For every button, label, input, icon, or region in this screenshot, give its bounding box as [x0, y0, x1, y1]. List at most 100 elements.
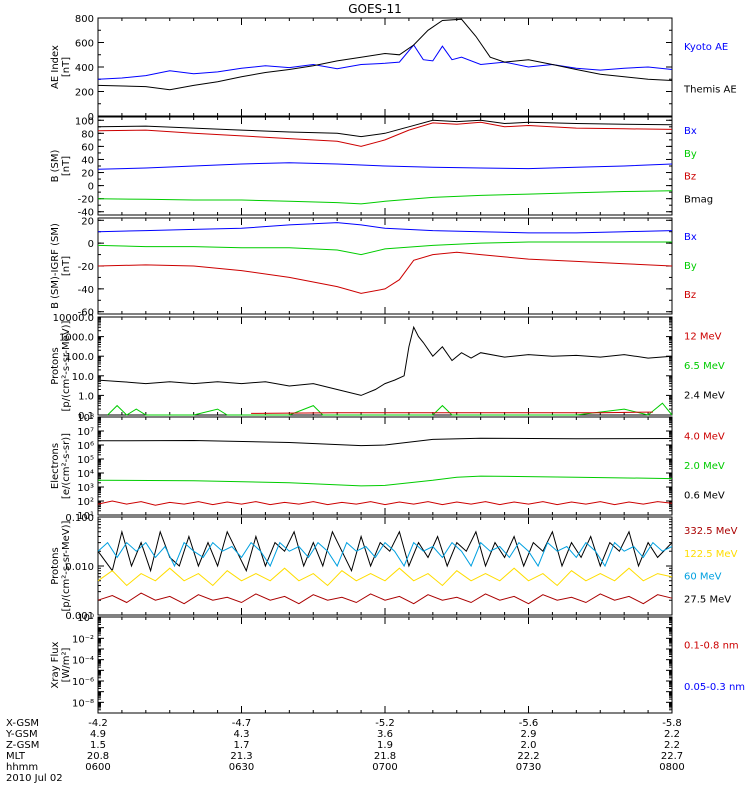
y-tick-label: -20: [78, 262, 94, 273]
y-tick-label: 0: [88, 239, 94, 250]
panel-frame: [97, 17, 673, 117]
y-axis-label: Electrons: [50, 443, 61, 489]
series-2-0-mev: [97, 475, 673, 487]
orbit-cell: 20.8: [87, 751, 109, 762]
y-tick-label: 10⁰: [77, 613, 94, 624]
orbit-row-label: 2010 Jul 02: [6, 773, 63, 784]
panel-0: 0 200 400 600 800 AE Index [nT] Kyoto AE Themis …: [50, 14, 737, 123]
orbit-cell: 4.9: [90, 729, 106, 740]
panel-5: 0.001 0.010 0.100 Protons [p/(cm²-s-sr-MeV)]…: [50, 513, 738, 622]
legend-entry: By: [684, 149, 697, 160]
y-tick-label: 100: [75, 116, 94, 127]
y-tick-label: 10.0: [72, 372, 94, 383]
y-tick-label: 200: [75, 88, 94, 99]
y-tick-label: 20: [81, 169, 94, 180]
orbit-row-label: Y-GSM: [5, 729, 38, 740]
y-tick-label: 80: [81, 129, 94, 140]
orbit-row-label: Z-GSM: [6, 740, 39, 751]
legend-entry: 2.4 MeV: [684, 391, 725, 402]
y-axis-label: B (SM): [50, 149, 61, 182]
y-tick-label: 0.1: [78, 411, 94, 422]
legend-entry: Themis AE: [683, 85, 737, 96]
legend-entry: 332.5 MeV: [684, 526, 738, 537]
y-axis-label: [W/m²]: [61, 647, 72, 682]
panel-frame: [97, 316, 673, 416]
y-tick-label: 0.100: [65, 513, 94, 524]
y-axis-label: [e/(cm²-s-sr)]: [61, 433, 72, 499]
y-tick-label: 1.0: [78, 391, 94, 402]
series-themis-ae: [97, 18, 673, 91]
y-tick-label: 10000.0: [53, 313, 94, 324]
panel-frame: [97, 616, 673, 714]
panel-1: -40 -20 0 20 40 60 80 100 B (SM) [nT] Bx By Bz Bmag: [50, 116, 713, 218]
legend-entry: 60 MeV: [684, 572, 722, 583]
y-tick-label: -20: [78, 195, 94, 206]
y-axis-label: [p/(cm²-s-sr-MeV)]: [61, 320, 72, 411]
legend-entry: 4.0 MeV: [684, 431, 725, 442]
orbit-cell: -5.6: [519, 718, 539, 729]
y-tick-label: 800: [75, 14, 94, 25]
y-tick-label: 10⁷: [77, 427, 94, 438]
y-tick-label: 0: [88, 112, 94, 123]
y-tick-label: 10⁵: [77, 455, 94, 466]
legend-entry: 12 MeV: [684, 331, 722, 342]
y-axis-label: Protons: [50, 347, 61, 384]
orbit-row-label: MLT: [6, 751, 26, 762]
y-axis-label: Protons: [50, 547, 61, 584]
y-axis-label: [p/(cm²-s-sr-MeV)]: [61, 520, 72, 611]
plot-title: GOES-11: [348, 2, 402, 16]
series-6-5-mev: [107, 402, 673, 416]
orbit-cell: 4.3: [234, 729, 250, 740]
orbit-cell: 1.7: [234, 740, 250, 751]
y-axis-label: B (SM)-IGRF (SM): [50, 223, 61, 309]
orbit-cell: 3.6: [377, 729, 393, 740]
y-tick-label: 400: [75, 63, 94, 74]
y-tick-label: 0.010: [65, 562, 94, 573]
series-kyoto-ae: [97, 44, 673, 80]
y-tick-label: 10⁻²: [72, 634, 94, 645]
series-by: [97, 241, 672, 256]
legend-entry: Bz: [684, 172, 696, 183]
y-tick-label: 10⁻⁶: [72, 677, 94, 688]
panel-4: 10¹ 10² 10³ 10⁴ 10⁵ 10⁶ 10⁷ 10⁸ Electrons [e/(cm²…: [50, 413, 725, 522]
y-axis-label: [nT]: [61, 57, 72, 77]
series-27-5-mev: [97, 529, 673, 573]
orbit-cell: -5.2: [375, 718, 395, 729]
orbit-cell: 0600: [85, 762, 110, 773]
series-332-5-mev: [97, 592, 673, 605]
orbit-cell: 0800: [659, 762, 684, 773]
legend-entry: 122.5 MeV: [684, 549, 738, 560]
y-axis-label: [nT]: [61, 156, 72, 176]
y-tick-label: 10⁴: [77, 469, 94, 480]
legend-entry: 2.0 MeV: [684, 461, 725, 472]
legend-entry: Bx: [684, 232, 697, 243]
orbit-cell: -4.7: [232, 718, 252, 729]
legend-entry: 0.1-0.8 nm: [684, 640, 739, 651]
y-tick-label: 10⁸: [77, 413, 94, 424]
y-tick-label: 10⁻⁴: [72, 656, 94, 667]
y-tick-label: 10¹: [77, 511, 94, 522]
series-2-4-mev: [97, 325, 673, 396]
orbit-cell: 0630: [229, 762, 254, 773]
y-axis-label: [nT]: [61, 256, 72, 276]
orbit-cell: 2.0: [521, 740, 537, 751]
orbit-cell: 22.2: [517, 751, 539, 762]
legend-entry: Bx: [684, 126, 697, 137]
y-tick-label: 100.0: [65, 352, 94, 363]
y-tick-label: 0: [88, 182, 94, 193]
series-bx: [97, 162, 673, 170]
orbit-cell: 21.3: [230, 751, 252, 762]
legend-entry: Bz: [684, 290, 696, 301]
orbit-cell: 2.9: [521, 729, 537, 740]
orbit-cell: 1.9: [377, 740, 393, 751]
panel-6: 10⁻⁸ 10⁻⁶ 10⁻⁴ 10⁻² 10⁰ Xray Flux [W/m²] 0.1-0.…: [50, 613, 745, 714]
y-axis-label: Xray Flux: [50, 641, 61, 688]
panel-2: -60 -40 -20 0 20 B (SM)-IGRF (SM) [nT] Bx By Bz: [50, 216, 697, 318]
series-bmag: [97, 119, 673, 138]
series-by: [97, 190, 673, 205]
series-122-5-mev: [97, 567, 673, 587]
legend-entry: Bmag: [684, 194, 713, 205]
panel-frame: [97, 416, 673, 516]
orbit-cell: 2.2: [664, 729, 680, 740]
